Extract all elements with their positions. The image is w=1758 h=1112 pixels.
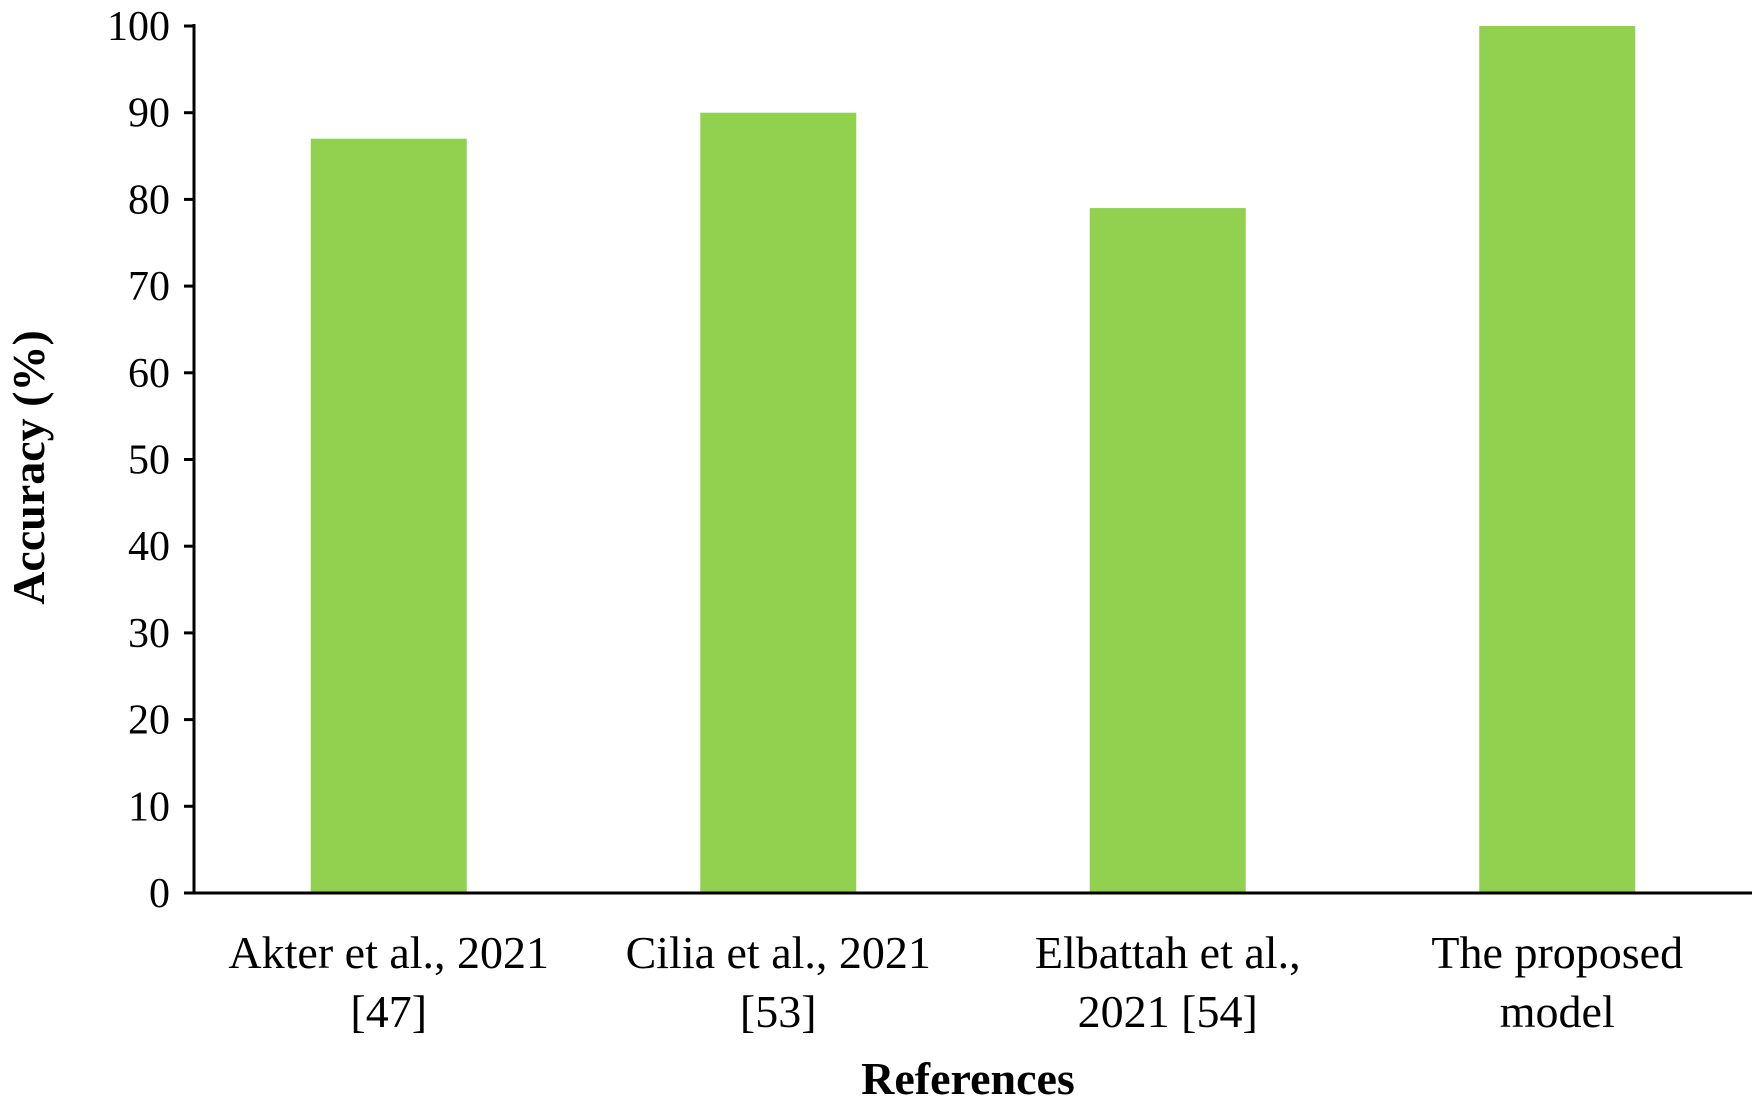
y-axis-title: Accuracy (%) bbox=[3, 330, 54, 605]
x-axis-category-labels: Akter et al., 2021 [47] Cilia et al., 2021… bbox=[228, 927, 1683, 1037]
y-tick-label: 60 bbox=[128, 351, 170, 397]
x-category-label-2-line-2: [53] bbox=[740, 986, 817, 1037]
y-tick-label: 90 bbox=[128, 91, 170, 137]
y-tick-label: 70 bbox=[128, 264, 170, 310]
y-tick-label: 100 bbox=[107, 4, 170, 50]
x-axis-title: References bbox=[861, 1053, 1075, 1104]
y-tick-label: 0 bbox=[149, 871, 170, 917]
y-tick-label: 30 bbox=[128, 611, 170, 657]
x-category-label-2-line-1: Cilia et al., 2021 bbox=[626, 927, 931, 978]
y-tick-label: 20 bbox=[128, 698, 170, 744]
x-category-label-4-line-2: model bbox=[1500, 986, 1615, 1037]
x-category-label-1-line-2: [47] bbox=[350, 986, 427, 1037]
bar-2 bbox=[700, 112, 857, 893]
y-tick-label: 50 bbox=[128, 438, 170, 484]
bar-4 bbox=[1479, 26, 1636, 893]
y-tick-label: 10 bbox=[128, 784, 170, 830]
y-axis-ticks: 0 10 20 30 40 50 60 70 80 90 100 bbox=[107, 4, 194, 917]
bar-3 bbox=[1089, 208, 1246, 893]
x-category-label-4-line-1: The proposed bbox=[1431, 927, 1683, 978]
x-category-label-3-line-2: 2021 [54] bbox=[1078, 986, 1258, 1037]
y-tick-label: 40 bbox=[128, 524, 170, 570]
bars-layer bbox=[310, 26, 1636, 893]
x-category-label-3-line-1: Elbattah et al., bbox=[1035, 927, 1301, 978]
x-category-label-1-line-1: Akter et al., 2021 bbox=[228, 927, 549, 978]
y-tick-label: 80 bbox=[128, 177, 170, 223]
bar-1 bbox=[310, 138, 467, 893]
